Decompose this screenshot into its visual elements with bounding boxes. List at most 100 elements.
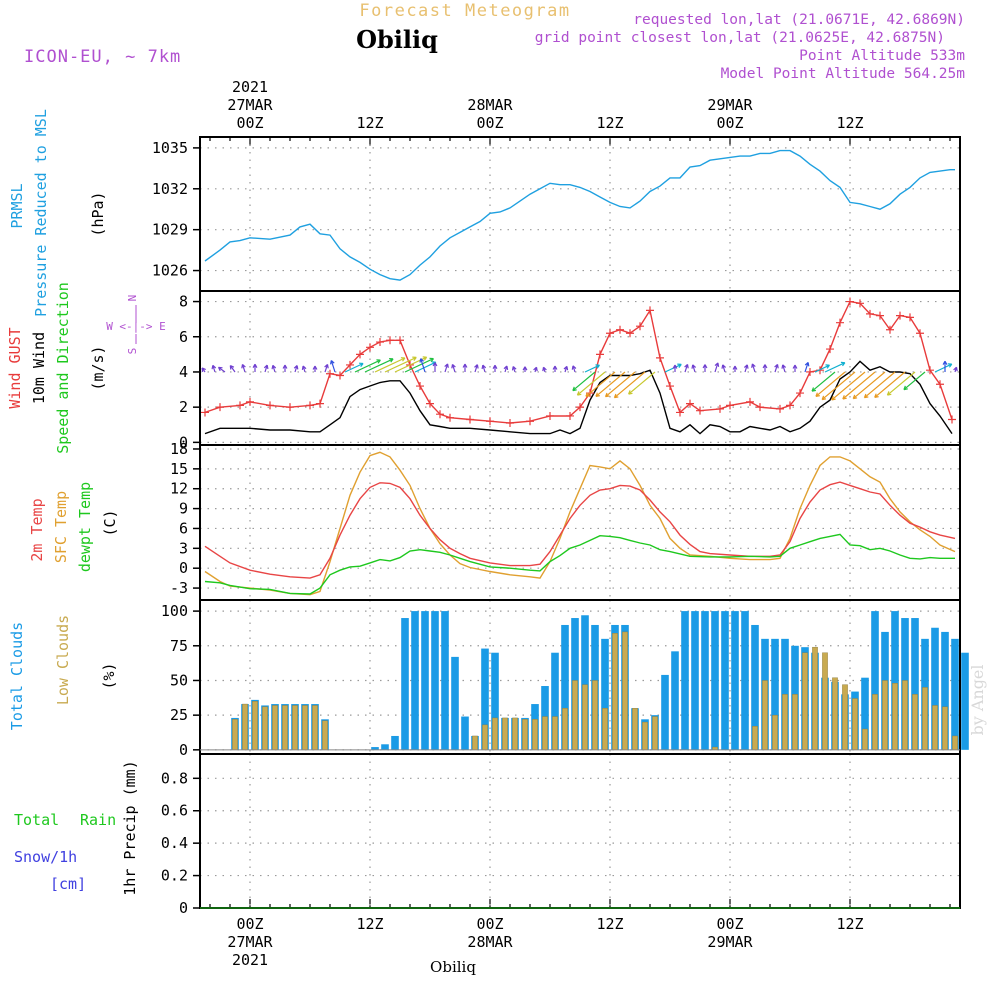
wind-direction-arrow	[511, 366, 517, 373]
wind-direction-arrow	[301, 365, 307, 373]
wind-direction-arrow	[572, 371, 596, 392]
supertitle: Forecast Meteogram	[359, 1, 570, 21]
temp-ytick-label: 15	[170, 460, 188, 478]
total-cloud-bar	[951, 638, 959, 750]
total-cloud-bar	[731, 611, 739, 750]
compass-west-east: W <-|-> E	[106, 320, 166, 333]
low-cloud-bar	[242, 703, 248, 751]
wind-label-dir: Speed and Direction	[54, 282, 72, 454]
precip-label-snow: Snow/1h	[14, 848, 77, 866]
gust-marker	[316, 399, 324, 408]
wind-direction-arrow	[743, 364, 749, 373]
wind-direction-arrow	[714, 362, 720, 373]
wind-direction-arrow	[474, 364, 479, 373]
wind-direction-arrow	[934, 363, 953, 373]
total-cloud-bar	[691, 611, 699, 750]
wind-direction-arrow	[444, 363, 449, 373]
bottom-time-label: 12Z	[596, 915, 623, 933]
wind-direction-arrow	[533, 366, 538, 373]
wind-direction-arrow	[404, 357, 434, 373]
wind-direction-arrow	[842, 371, 876, 400]
precip-ytick-label: 0.4	[161, 834, 188, 852]
bottom-time-label: 00Z	[716, 915, 743, 933]
bottom-time-label: 2021	[232, 951, 268, 969]
low-cloud-bar	[762, 680, 768, 751]
wind-direction-arrow	[584, 364, 600, 373]
temperature-panel: 2m Temp SFC Temp dewpt Temp (C) -3 0 3 69 12…	[28, 440, 961, 601]
gust-line	[204, 300, 953, 424]
gridpoint-coords: grid point closest lon,lat (21.0625E, 42…	[535, 30, 945, 46]
total-cloud-bar	[661, 674, 669, 750]
total-cloud-bar	[701, 611, 709, 750]
gust-marker	[436, 410, 444, 419]
gust-marker	[866, 309, 874, 318]
wind-direction-arrow	[414, 361, 437, 373]
dewpoint-line	[204, 533, 955, 595]
wind-direction-arrow	[492, 364, 498, 372]
clouds-ytick-label: 75	[170, 637, 188, 655]
wind-speed-line	[204, 360, 953, 435]
precip-unit: 1hr Precip (mm)	[121, 760, 139, 895]
bottom-time-label: 28MAR	[467, 933, 513, 951]
gust-marker	[306, 401, 314, 410]
gust-marker	[326, 369, 334, 378]
gust-marker	[676, 408, 684, 417]
temp-label-dew: dewpt Temp	[76, 482, 94, 572]
gust-marker	[726, 401, 734, 410]
low-cloud-bar	[772, 714, 778, 751]
top-time-label: 29MAR	[707, 96, 753, 114]
low-cloud-bar	[532, 719, 538, 751]
wind-panel: Wind GUST 10m Wind Speed and Direction (…	[6, 282, 961, 454]
low-cloud-bar	[552, 716, 558, 751]
wind-direction-arrow	[595, 371, 626, 397]
wind-direction-arrow	[628, 371, 656, 395]
gust-marker	[836, 318, 844, 327]
pressure-ytick-label: 1032	[152, 180, 188, 198]
total-cloud-bar	[681, 611, 689, 750]
gust-marker	[756, 403, 764, 412]
pressure-line	[204, 149, 955, 281]
clouds-label-low: Low Clouds	[54, 615, 72, 705]
low-cloud-bar	[282, 705, 288, 751]
total-cloud-bar	[401, 618, 409, 750]
bottom-time-label: 00Z	[236, 915, 263, 933]
total-cloud-bar	[481, 648, 489, 750]
wind-direction-arrow	[824, 361, 846, 373]
total-cloud-bar	[491, 652, 499, 750]
gust-marker	[426, 399, 434, 408]
low-cloud-bar	[482, 724, 488, 751]
low-cloud-bar	[902, 680, 908, 751]
wind-direction-arrow	[282, 364, 288, 372]
top-time-label: 12Z	[596, 114, 623, 132]
low-cloud-bar	[832, 677, 838, 751]
wind-direction-arrow	[503, 365, 509, 373]
wind-direction-arrow	[374, 357, 406, 373]
wind-direction-arrow	[229, 364, 236, 373]
wind-direction-arrow	[384, 356, 417, 373]
bottom-time-label: 29MAR	[707, 933, 753, 951]
wind-direction-arrow	[432, 362, 438, 372]
gust-marker	[376, 338, 384, 347]
wind-direction-arrow	[903, 371, 926, 391]
total-cloud-bar	[671, 651, 679, 750]
gust-marker	[546, 411, 554, 420]
total-cloud-bar	[461, 716, 469, 750]
temp-ytick-label: -3	[170, 579, 188, 597]
clouds-ytick-label: 50	[170, 671, 188, 689]
low-cloud-bar	[472, 735, 478, 751]
watermark: by Angel	[968, 664, 987, 735]
gust-marker	[266, 401, 274, 410]
gust-marker	[666, 382, 674, 391]
gust-marker	[826, 345, 834, 354]
gust-marker	[356, 350, 364, 359]
wind-direction-arrow	[672, 364, 678, 372]
top-time-label: 28MAR	[467, 96, 513, 114]
wind-direction-arrow	[874, 371, 906, 398]
total-cloud-bar	[411, 611, 419, 750]
footer-location: Obiliq	[430, 958, 476, 976]
total-cloud-bar	[601, 638, 609, 750]
temp-ytick-label: 18	[170, 440, 188, 458]
wind-direction-arrow	[552, 365, 558, 372]
pressure-unit: (hPa)	[89, 191, 107, 236]
wind-direction-arrow	[217, 366, 226, 373]
